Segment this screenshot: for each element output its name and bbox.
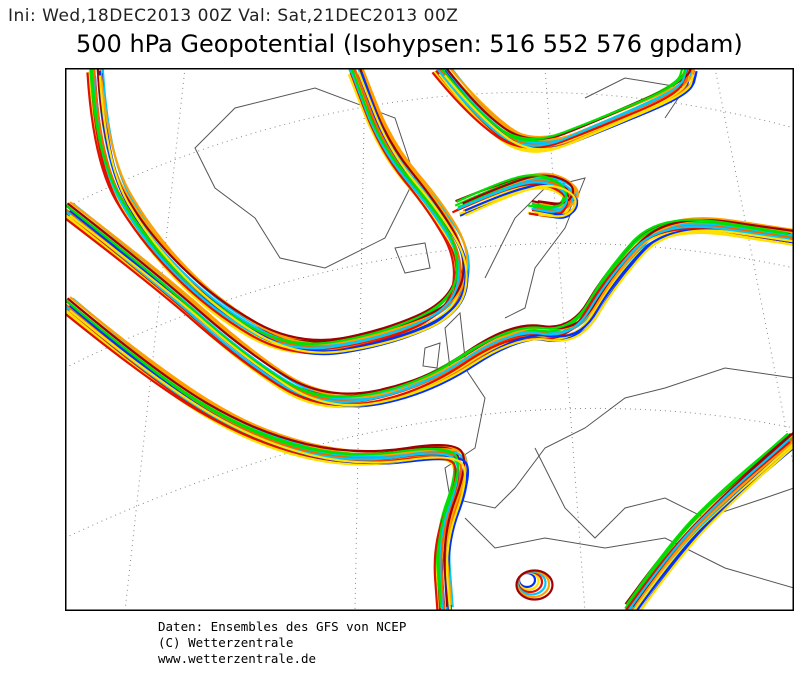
contour-516-scandinavia-member [456, 174, 568, 209]
contour-516-west-member [97, 69, 467, 351]
contour-516-west-member [93, 68, 462, 349]
contour-576-southeast-member [624, 433, 789, 610]
contour-516-north-member [431, 71, 685, 149]
contour-516-west-member [96, 68, 465, 341]
contour-516-west-member [90, 69, 458, 351]
init-valid-time: Ini: Wed,18DEC2013 00Z Val: Sat,21DEC201… [8, 6, 459, 26]
contour-576-south-member [66, 297, 466, 607]
footer-url[interactable]: www.wetterzentrale.de [158, 651, 317, 666]
contour-516-north-member [443, 74, 695, 151]
footer-source: Daten: Ensembles des GFS von NCEP [158, 619, 407, 634]
contour-516-west-member [96, 68, 465, 344]
contour-576-southeast-member [626, 438, 791, 611]
coastlines [194, 77, 794, 589]
contour-516-west-member [89, 68, 458, 346]
map-frame [65, 68, 794, 611]
contour-516-west-member [90, 68, 459, 345]
contour-552-middle-member [65, 203, 789, 398]
footer-copyright: (C) Wetterzentrale [158, 635, 294, 650]
contour-516-west-member [91, 68, 461, 348]
contour-552-middle-member [65, 216, 790, 407]
contour-516-west-member [96, 68, 465, 347]
lat-lon-grid [65, 68, 794, 611]
contour-516-west-member [91, 68, 460, 350]
cutoff-low-contour [515, 569, 554, 601]
contour-576-south-member [69, 309, 466, 611]
contour-516-west-member [98, 70, 467, 353]
contour-516-west-member [98, 72, 468, 354]
contour-516-scandinavia-member [464, 184, 577, 218]
contour-516-west-member [101, 68, 470, 344]
chart-title: 500 hPa Geopotential (Isohypsen: 516 552… [76, 30, 743, 58]
contour-552-middle-member [69, 214, 794, 407]
spaghetti-map [65, 68, 794, 611]
contour-516-north-member [436, 68, 688, 147]
contour-516-west-member [93, 72, 463, 354]
contour-516-west-member [93, 72, 462, 353]
contour-576-southeast-member [625, 432, 790, 606]
isohypse-contours [65, 68, 794, 611]
contour-576-south-member [65, 298, 459, 605]
contour-552-middle-member [65, 209, 790, 404]
contour-516-north-member [439, 68, 687, 140]
contour-576-southeast-member [638, 444, 794, 611]
contour-516-west-member [100, 73, 469, 356]
contour-516-west-member [88, 71, 458, 355]
contour-516-west-member [99, 68, 469, 345]
contour-576-southeast-member [634, 439, 794, 606]
